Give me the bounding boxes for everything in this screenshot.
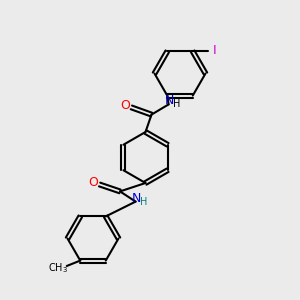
Text: O: O [120, 99, 130, 112]
Text: H: H [173, 99, 181, 110]
Text: N: N [164, 94, 174, 107]
Text: N: N [131, 191, 141, 205]
Text: H: H [140, 196, 148, 207]
Text: CH$_3$: CH$_3$ [48, 262, 68, 275]
Text: O: O [88, 176, 98, 190]
Text: I: I [213, 44, 217, 57]
